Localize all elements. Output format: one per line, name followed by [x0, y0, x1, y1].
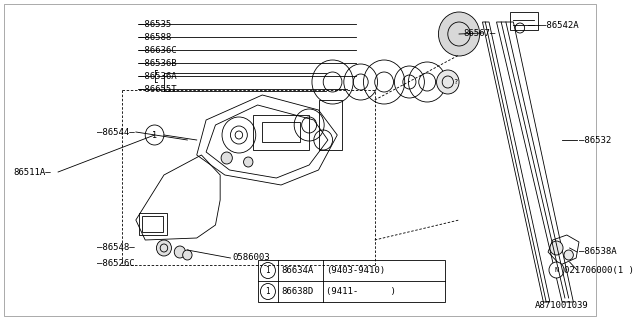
Text: —86636C: —86636C — [139, 45, 176, 54]
Bar — [258, 260, 445, 302]
Bar — [319, 100, 342, 150]
Bar — [262, 122, 300, 142]
Circle shape — [564, 250, 573, 260]
Text: 1: 1 — [266, 287, 270, 296]
Text: (9411-      ): (9411- ) — [326, 287, 396, 296]
Text: 86638D: 86638D — [281, 287, 314, 296]
Circle shape — [182, 250, 192, 260]
Circle shape — [550, 241, 563, 255]
Text: —86535: —86535 — [139, 20, 171, 28]
Circle shape — [549, 262, 564, 278]
Text: —86655T: —86655T — [139, 84, 176, 93]
Text: —86526C: —86526C — [97, 260, 135, 268]
Text: 0586003: 0586003 — [232, 253, 270, 262]
Text: ?: ? — [453, 79, 458, 85]
Circle shape — [260, 262, 275, 278]
Text: 1: 1 — [152, 131, 157, 140]
Text: (9403-9410): (9403-9410) — [326, 266, 385, 275]
Text: —86544—: —86544— — [97, 127, 135, 137]
Text: 021706000(1 ): 021706000(1 ) — [564, 266, 634, 275]
Circle shape — [436, 70, 459, 94]
Text: —86536A: —86536A — [139, 71, 176, 81]
Text: —86542A: —86542A — [541, 20, 579, 29]
Text: —86536B: —86536B — [139, 59, 176, 68]
Text: 1: 1 — [266, 266, 270, 275]
Text: 86511A—: 86511A— — [13, 167, 51, 177]
Text: N: N — [554, 267, 559, 273]
Circle shape — [260, 284, 275, 300]
Circle shape — [145, 125, 164, 145]
Bar — [139, 213, 167, 235]
Bar — [509, 12, 538, 30]
Text: —86538A: —86538A — [579, 247, 616, 257]
Text: A871001039: A871001039 — [534, 301, 588, 310]
Text: 86634A: 86634A — [281, 266, 314, 275]
Text: —86548—: —86548— — [97, 244, 135, 252]
Text: —86588: —86588 — [139, 33, 171, 42]
Text: 86567—: 86567— — [464, 28, 496, 37]
Circle shape — [244, 157, 253, 167]
Bar — [142, 216, 163, 232]
Circle shape — [174, 246, 186, 258]
Circle shape — [156, 240, 172, 256]
Circle shape — [438, 12, 479, 56]
Circle shape — [221, 152, 232, 164]
Text: —86532: —86532 — [579, 135, 611, 145]
Bar — [253, 115, 309, 150]
